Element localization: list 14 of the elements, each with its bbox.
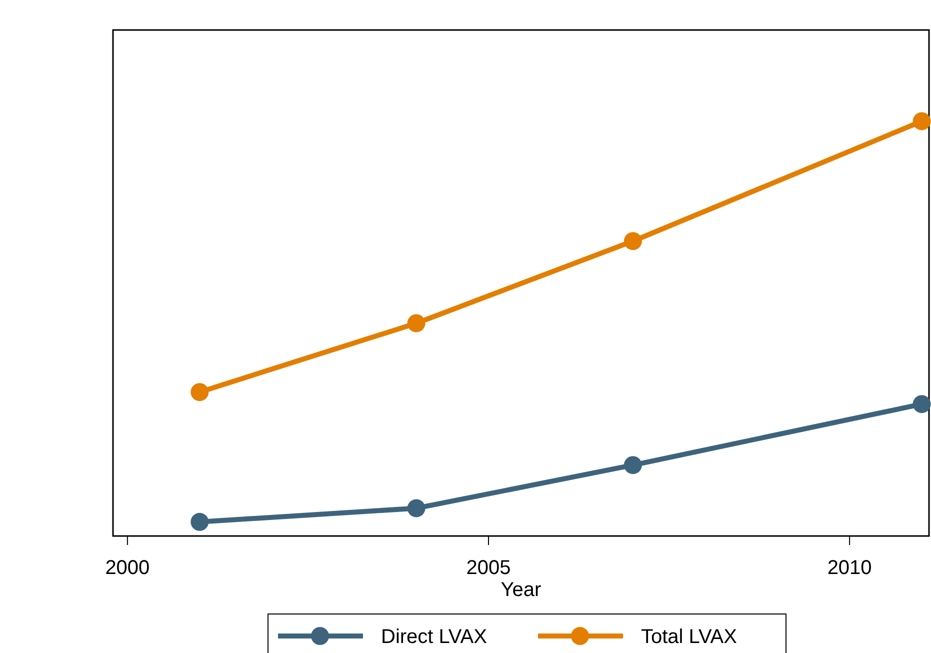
point [407,314,426,332]
x-tick-label: 2000 [105,557,150,579]
point [190,512,209,531]
point [624,456,642,474]
point [912,395,931,414]
point [190,383,209,402]
legend-label: Total LVAX [641,626,737,648]
legend-label: Direct LVAX [381,626,487,648]
point [407,499,426,518]
x-tick-label: 2010 [827,557,872,579]
x-axis-title: Year [500,579,542,601]
point [912,112,931,130]
point [624,232,642,250]
x-tick-label: 2005 [466,557,511,579]
